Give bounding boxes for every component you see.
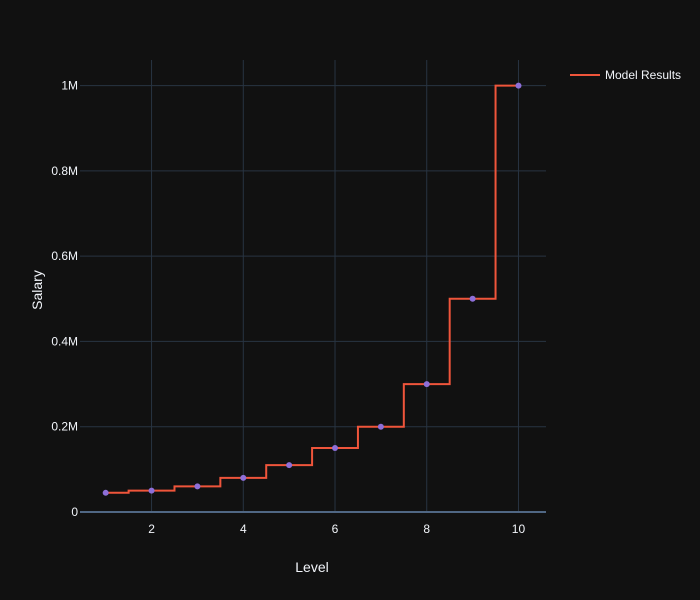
data-point (286, 462, 292, 468)
x-tick-label: 4 (240, 522, 247, 536)
data-point (149, 488, 155, 494)
data-point (103, 490, 109, 496)
y-tick-label: 0.6M (51, 249, 78, 263)
data-point (424, 381, 430, 387)
data-point (240, 475, 246, 481)
y-axis-title: Salary (29, 270, 45, 310)
y-tick-label: 1M (61, 79, 78, 93)
x-tick-label: 10 (512, 522, 526, 536)
y-tick-label: 0 (71, 505, 78, 519)
y-tick-label: 0.4M (51, 334, 78, 348)
data-point (332, 445, 338, 451)
y-tick-label: 0.8M (51, 164, 78, 178)
data-point (470, 296, 476, 302)
y-tick-label: 0.2M (51, 420, 78, 434)
legend-label-model-results: Model Results (605, 68, 681, 82)
data-point (194, 483, 200, 489)
x-axis-title: Level (295, 559, 328, 575)
x-tick-label: 8 (423, 522, 430, 536)
data-point (378, 424, 384, 430)
x-tick-label: 2 (148, 522, 155, 536)
x-tick-label: 6 (332, 522, 339, 536)
data-point (515, 83, 521, 89)
